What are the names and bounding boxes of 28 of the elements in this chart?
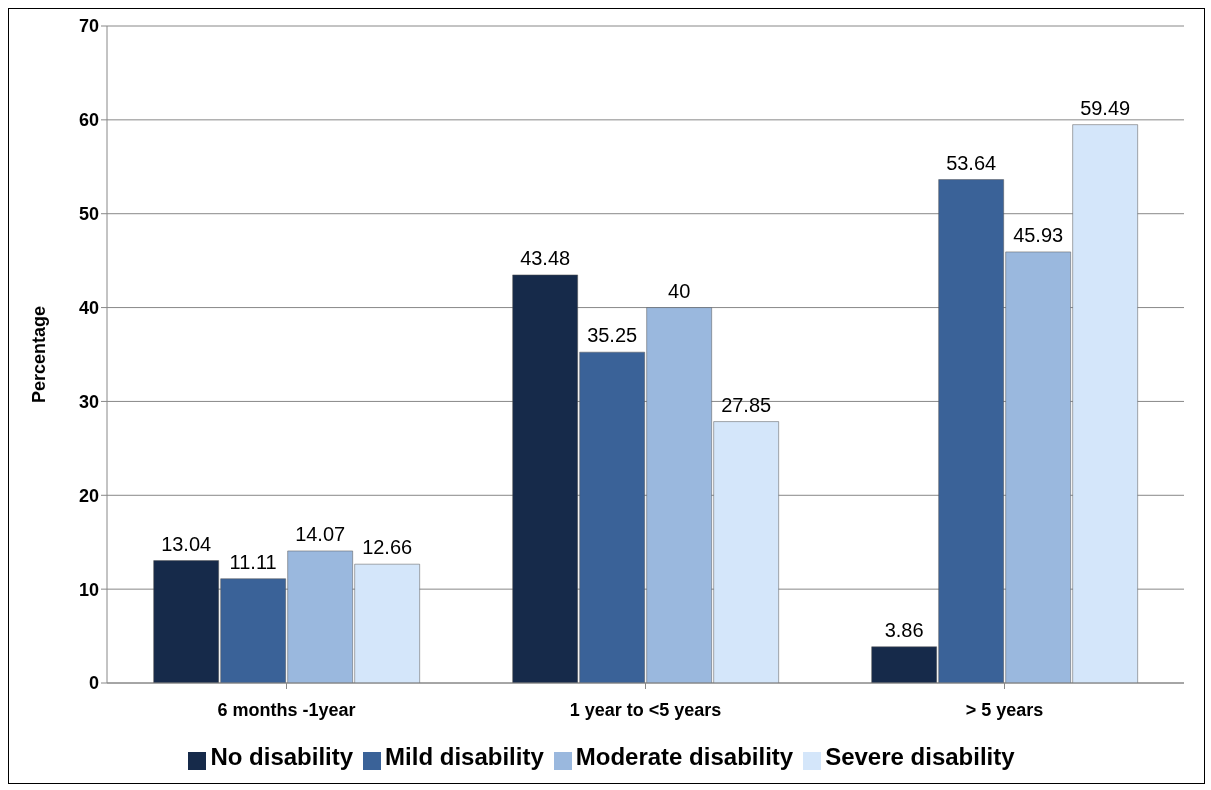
y-tick-label: 50 <box>78 204 99 225</box>
data-label: 14.07 <box>295 522 346 545</box>
data-label: 43.48 <box>520 246 571 269</box>
legend-label: Severe disability <box>825 743 1015 770</box>
data-label: 12.66 <box>362 536 413 559</box>
y-tick-label: 10 <box>78 579 99 600</box>
data-label: 35.25 <box>587 324 638 347</box>
y-tick-label: 0 <box>88 673 99 694</box>
data-label: 27.85 <box>721 393 772 416</box>
x-tick-label: > 5 years <box>965 699 1044 720</box>
y-tick-label: 70 <box>78 16 99 37</box>
legend-label: Moderate disability <box>575 743 794 770</box>
y-tick-label: 20 <box>78 485 99 506</box>
y-axis-title: Percentage <box>29 305 50 404</box>
legend-label: Mild disability <box>385 743 544 770</box>
y-tick-label: 60 <box>78 110 99 131</box>
x-tick-label: 1 year to <5 years <box>569 699 722 720</box>
data-label: 3.86 <box>884 618 924 641</box>
y-tick-label: 30 <box>78 391 99 412</box>
x-tick-label: 6 months -1year <box>217 699 356 720</box>
legend-label: No disability <box>210 743 354 770</box>
data-label: 11.11 <box>229 550 277 573</box>
data-label: 45.93 <box>1013 223 1064 246</box>
data-label: 13.04 <box>161 532 212 555</box>
y-tick-label: 40 <box>78 297 99 318</box>
data-label: 40 <box>668 279 691 302</box>
data-label: 53.64 <box>946 151 997 174</box>
data-label: 59.49 <box>1080 96 1131 119</box>
